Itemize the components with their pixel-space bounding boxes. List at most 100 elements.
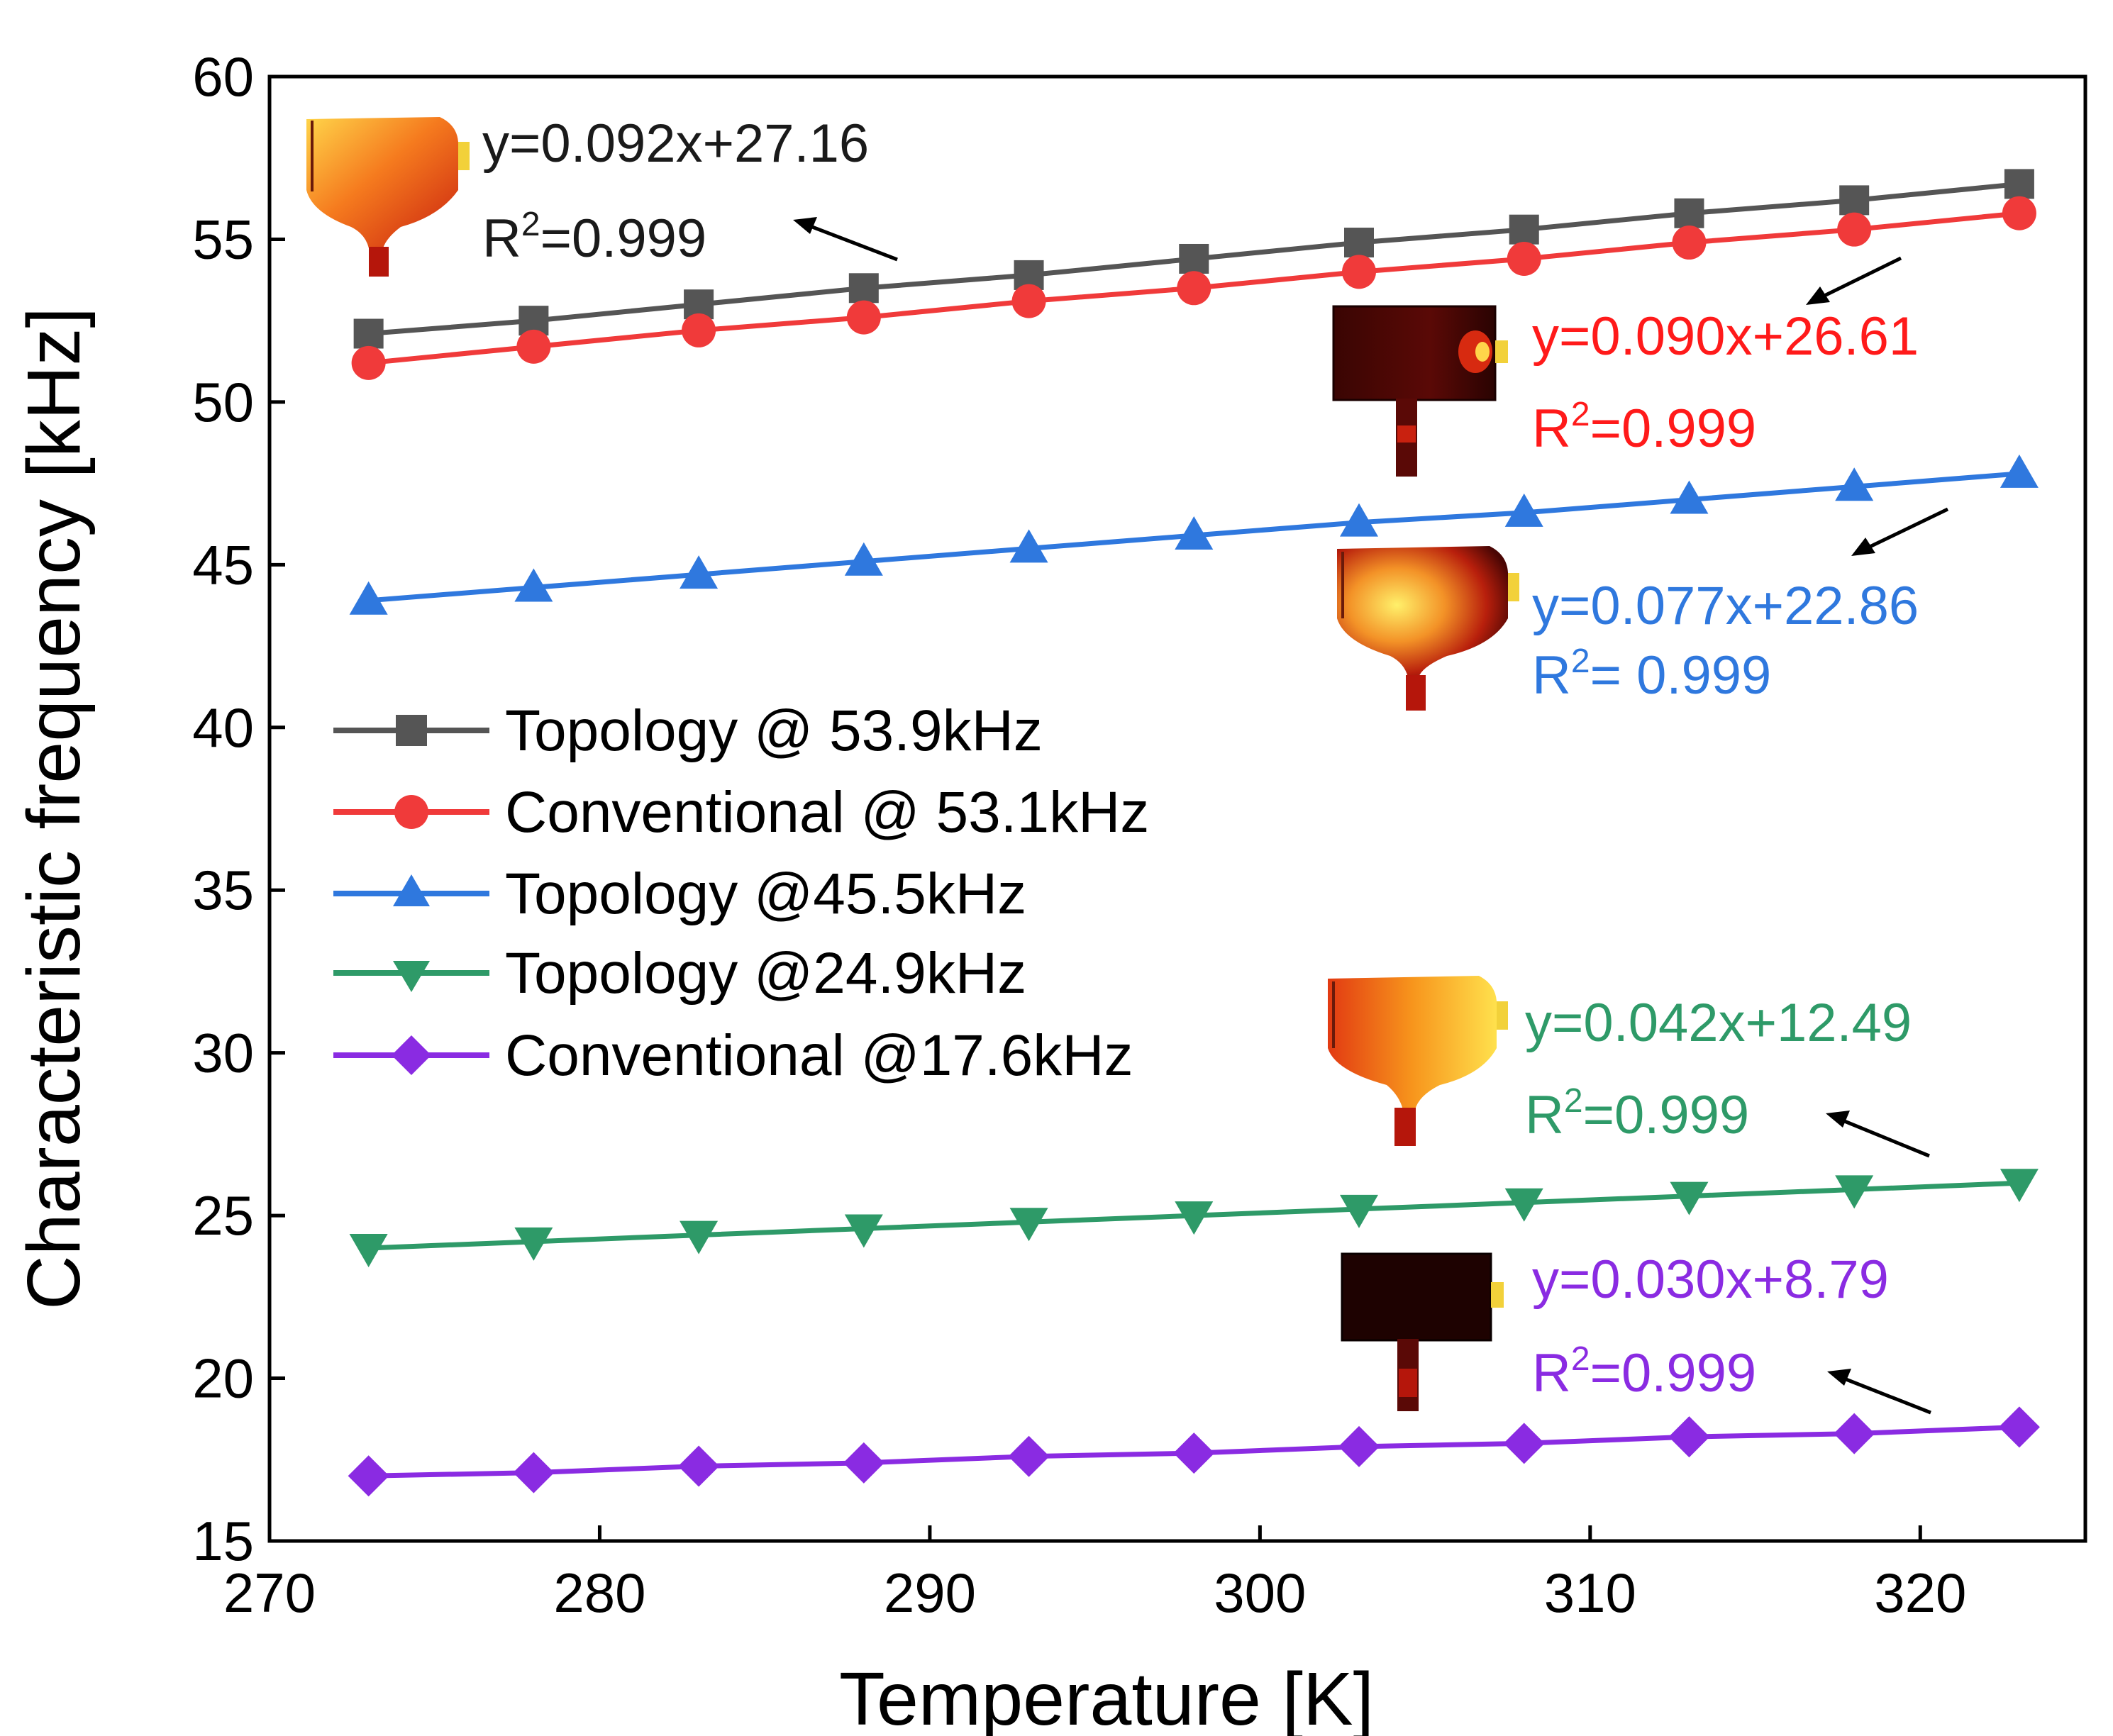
legend-label: Topology @24.9kHz (505, 941, 1026, 1006)
r2-value: =0.999 (540, 208, 707, 269)
data-point-triangle-down (514, 1227, 553, 1261)
r2-value: = 0.999 (1590, 645, 1772, 706)
r2-superscript: 2 (521, 206, 540, 243)
r2-value: =0.999 (1583, 1085, 1750, 1145)
data-point-triangle-down (844, 1214, 883, 1248)
data-point-triangle-down (1340, 1194, 1378, 1228)
x-tick-label: 270 (223, 1562, 316, 1624)
r2-symbol: R (1532, 399, 1571, 459)
data-point-triangle-down (1835, 1175, 1874, 1209)
data-point-circle (1011, 284, 1046, 318)
y-tick-label: 15 (192, 1510, 254, 1572)
data-point-square (1839, 185, 1870, 216)
r2-superscript: 2 (1564, 1082, 1583, 1120)
data-point-square (353, 318, 384, 349)
data-point-triangle-up (1009, 529, 1048, 563)
data-point-circle (846, 300, 881, 335)
legend-entry-topology-24.9: Topology @24.9kHz (333, 941, 1026, 1006)
legend-entry-conventional-17.6: Conventional @17.6kHz (333, 1023, 1133, 1088)
x-tick-label: 290 (884, 1562, 976, 1624)
data-point-diamond (348, 1455, 389, 1497)
data-point-diamond (678, 1445, 720, 1487)
data-point-circle (351, 345, 386, 380)
data-point-circle (1507, 241, 1541, 276)
annotation-arrow (1821, 256, 1902, 299)
data-point-diamond (1668, 1416, 1710, 1458)
annotation-conventional-17.6: y=0.030x+8.79 R2=0.999 (1341, 1250, 1931, 1415)
annotation-r2: R2=0.999 (1532, 396, 1756, 459)
annotation-arrowhead (1851, 538, 1875, 556)
data-point-triangle-down (1175, 1201, 1214, 1235)
series-markers (348, 169, 2040, 1497)
annotation-arrowhead (1827, 1369, 1851, 1386)
legend-entry-topology-45.5: Topology @45.5kHz (333, 862, 1026, 926)
data-point-triangle-down (2000, 1169, 2039, 1203)
y-tick-label: 30 (192, 1022, 254, 1084)
legend-marker-triangle-up (393, 874, 430, 906)
y-axis-label: Characteristic frequency [kHz] (12, 307, 96, 1310)
mode-shape-thumbnail-conventional-2 (1341, 1252, 1504, 1411)
legend-entry-topology-53.9: Topology @ 53.9kHz (333, 699, 1043, 763)
annotation-equation: y=0.077x+22.86 (1532, 576, 1919, 636)
data-point-diamond (1503, 1423, 1545, 1464)
data-point-circle (682, 313, 716, 347)
data-point-circle (1837, 212, 1872, 247)
data-point-triangle-up (1504, 493, 1543, 527)
x-tick-label: 320 (1874, 1562, 1966, 1624)
annotation-equation: y=0.030x+8.79 (1532, 1250, 1889, 1310)
data-point-square (848, 273, 879, 304)
r2-symbol: R (1532, 645, 1571, 706)
data-point-diamond (1173, 1432, 1215, 1474)
data-point-triangle-down (349, 1234, 388, 1267)
y-tick-label: 50 (192, 371, 254, 433)
data-point-diamond (1008, 1435, 1050, 1477)
data-point-triangle-up (1670, 480, 1709, 514)
data-point-diamond (1338, 1425, 1380, 1467)
data-point-triangle-down (1009, 1208, 1048, 1242)
annotation-r2: R2=0.999 (1525, 1082, 1749, 1145)
data-point-circle (1672, 226, 1707, 260)
data-point-triangle-up (349, 581, 388, 615)
mode-shape-thumbnail-topology-1 (306, 117, 470, 277)
data-point-circle (1342, 255, 1376, 289)
mode-shape-thumbnail-topology-3 (1328, 976, 1508, 1146)
legend-entry-conventional-53.1: Conventional @ 53.1kHz (333, 780, 1149, 845)
data-point-diamond (513, 1452, 555, 1493)
x-tick-label: 310 (1544, 1562, 1636, 1624)
r2-superscript: 2 (1571, 642, 1590, 680)
annotation-topology-24.9: y=0.042x+12.49 R2=0.999 (1328, 976, 1930, 1158)
data-point-triangle-up (1835, 467, 1874, 501)
data-point-triangle-down (1670, 1181, 1709, 1215)
annotation-arrow (1843, 1376, 1931, 1415)
annotation-equation: y=0.090x+26.61 (1532, 306, 1919, 367)
r2-symbol: R (482, 208, 521, 269)
data-point-circle (516, 329, 551, 364)
data-point-diamond (1834, 1413, 1875, 1454)
legend-label: Topology @45.5kHz (505, 862, 1026, 926)
annotation-arrowhead (1826, 1111, 1850, 1128)
data-point-triangle-down (680, 1220, 719, 1254)
legend-marker-triangle-down (393, 961, 430, 992)
annotation-arrow (1867, 507, 1949, 550)
data-point-triangle-up (514, 568, 553, 602)
legend-marker-diamond (392, 1035, 431, 1075)
annotation-r2: R2=0.999 (482, 206, 706, 269)
data-point-triangle-up (1175, 516, 1214, 550)
r2-superscript: 2 (1571, 396, 1590, 433)
annotation-equation: y=0.092x+27.16 (482, 113, 869, 174)
annotation-topology-45.5: y=0.077x+22.86 R2= 0.999 (1337, 507, 1949, 711)
legend-label: Topology @ 53.9kHz (505, 699, 1043, 763)
annotation-arrowhead (1806, 286, 1830, 305)
r2-value: =0.999 (1590, 399, 1757, 459)
r2-symbol: R (1525, 1085, 1564, 1145)
x-tick-label: 280 (553, 1562, 645, 1624)
annotation-r2: R2=0.999 (1532, 1340, 1756, 1403)
data-point-circle (2002, 196, 2036, 230)
data-point-square (1509, 214, 1539, 245)
plot-frame (267, 74, 2087, 1543)
annotation-conventional-53.1: y=0.090x+26.61 R2=0.999 (1332, 256, 1919, 477)
mode-shape-thumbnail-topology-2 (1337, 546, 1519, 711)
data-point-triangle-up (680, 555, 719, 589)
y-tick-label: 25 (192, 1184, 254, 1247)
